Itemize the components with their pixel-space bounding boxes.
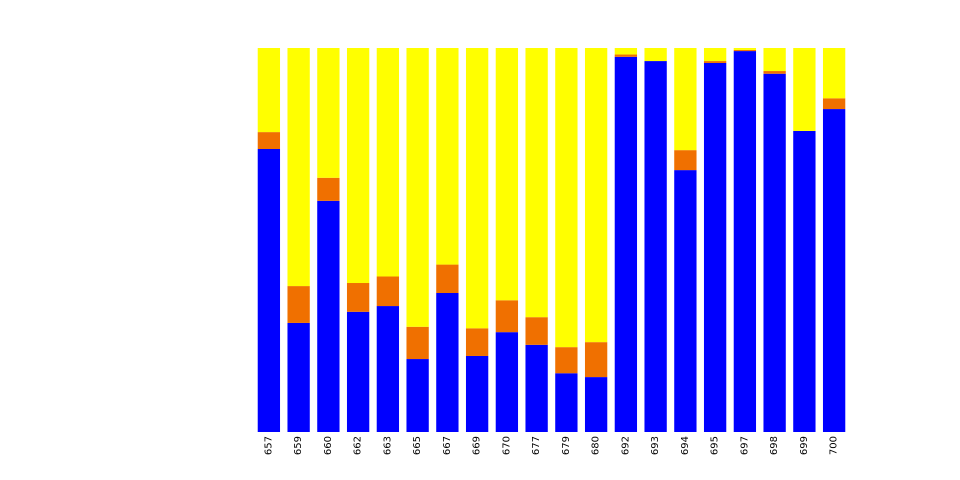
bar-segment-659-s1: [287, 286, 310, 323]
bar-segment-693-s2: [644, 48, 667, 62]
x-tick-label-659: 659: [293, 436, 304, 455]
x-tick-label-699: 699: [799, 436, 810, 455]
x-tick-label-657: 657: [263, 436, 274, 455]
x-tick-label-662: 662: [353, 436, 364, 455]
bar-segment-659-s0: [287, 322, 310, 432]
bar-segment-695-s2: [703, 48, 727, 62]
bar-segment-697-s2: [733, 48, 757, 50]
bar-segment-670-s0: [495, 332, 519, 432]
x-tick-labels: 657 659 660 662 663 665 667 669 670 677 679 680 692 6…: [263, 436, 839, 455]
bar-segment-680-s2: [584, 48, 608, 343]
bar-segment-700-s2: [822, 48, 846, 99]
x-tick-label-693: 693: [650, 436, 661, 455]
bar-segment-700-s0: [822, 109, 846, 432]
bar-segment-657-s2: [257, 48, 281, 133]
x-tick-label-692: 692: [620, 436, 631, 455]
bar-segment-663-s1: [376, 276, 400, 307]
bar-segment-679-s0: [555, 373, 578, 432]
bar-segment-698-s2: [763, 48, 786, 72]
bar-segment-657-s1: [257, 132, 281, 149]
x-tick-label-660: 660: [323, 436, 334, 455]
bars-layer: [257, 48, 846, 433]
bar-segment-698-s0: [763, 73, 786, 432]
x-tick-label-698: 698: [769, 436, 780, 455]
x-tick-label-697: 697: [739, 436, 750, 455]
bar-segment-698-s1: [763, 71, 786, 74]
bar-segment-694-s2: [674, 48, 697, 151]
bar-segment-662-s1: [346, 283, 370, 312]
bar-segment-662-s2: [346, 48, 370, 284]
x-tick-label-669: 669: [472, 436, 483, 455]
bar-segment-663-s0: [376, 306, 400, 432]
bar-segment-667-s0: [436, 292, 459, 432]
x-tick-label-663: 663: [382, 436, 393, 455]
bar-segment-677-s1: [525, 317, 548, 345]
bar-segment-677-s0: [525, 344, 548, 432]
bar-segment-670-s1: [495, 300, 519, 333]
bar-segment-669-s2: [465, 48, 489, 329]
bar-segment-697-s1: [733, 49, 757, 52]
bar-segment-677-s2: [525, 48, 548, 318]
bar-segment-657-s0: [257, 148, 281, 433]
bar-segment-697-s0: [733, 51, 757, 432]
bar-segment-660-s0: [317, 200, 340, 432]
bar-segment-665-s0: [406, 359, 429, 432]
x-tick-label-679: 679: [561, 436, 572, 455]
bar-segment-679-s1: [555, 347, 578, 374]
bar-segment-694-s0: [674, 170, 697, 433]
x-tick-label-667: 667: [442, 436, 453, 455]
bar-segment-660-s1: [317, 177, 340, 201]
bar-segment-670-s2: [495, 48, 519, 301]
x-tick-label-695: 695: [710, 436, 721, 455]
bar-segment-699-s2: [793, 48, 816, 131]
x-tick-label-677: 677: [531, 436, 542, 455]
bar-segment-693-s0: [644, 61, 667, 433]
bar-segment-695-s1: [703, 61, 727, 63]
bar-segment-695-s0: [703, 62, 727, 432]
bar-segment-667-s1: [436, 264, 459, 293]
bar-segment-680-s1: [584, 342, 608, 378]
bar-segment-692-s2: [614, 48, 638, 55]
bar-segment-669-s1: [465, 328, 489, 356]
bar-segment-659-s2: [287, 48, 310, 287]
x-tick-label-665: 665: [412, 436, 423, 455]
bar-segment-667-s2: [436, 48, 459, 265]
bar-segment-679-s2: [555, 48, 578, 348]
bar-segment-665-s1: [406, 326, 429, 360]
x-tick-label-700: 700: [829, 436, 840, 455]
bar-segment-660-s2: [317, 48, 340, 178]
bar-segment-699-s0: [793, 130, 816, 432]
bar-segment-669-s0: [465, 355, 489, 432]
bar-segment-692-s0: [614, 56, 638, 432]
bar-segment-663-s2: [376, 48, 400, 277]
bar-segment-662-s0: [346, 311, 370, 432]
bar-segment-694-s1: [674, 150, 697, 171]
bar-segment-680-s0: [584, 377, 608, 432]
bar-segment-700-s1: [822, 98, 846, 110]
x-tick-label-694: 694: [680, 436, 691, 455]
bar-segment-692-s1: [614, 54, 638, 57]
bar-segment-665-s2: [406, 48, 429, 327]
x-tick-label-670: 670: [501, 436, 512, 455]
x-tick-label-680: 680: [591, 436, 602, 455]
